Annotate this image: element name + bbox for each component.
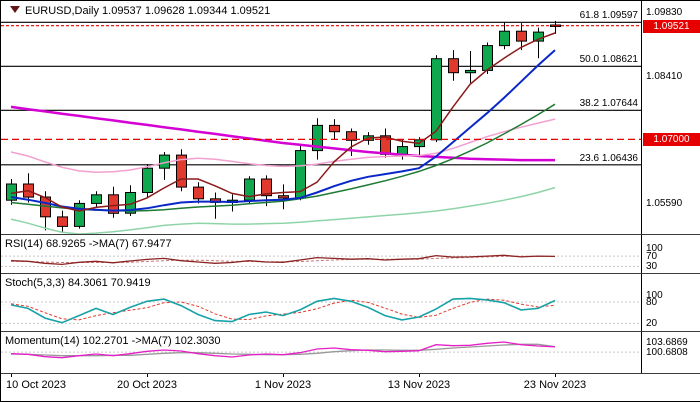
panel-separator[interactable] [1,273,700,274]
time-axis-label: 20 Oct 2023 [117,379,177,391]
indicator-axis-label: 30 [646,261,658,273]
stochastic-panel-plot[interactable] [1,274,641,331]
one-click-trading-toggle-icon[interactable] [10,6,20,13]
candle-bearish [193,186,204,200]
candle-bearish [108,194,119,214]
momentum-line [10,341,556,359]
indicator-axis-label: 103.6869 [646,337,688,349]
main-price-chart[interactable] [1,1,641,234]
price-axis-column[interactable] [641,1,700,374]
candle-bullish [91,194,102,204]
price-axis-label: 1.05590 [646,197,683,209]
fib-level-label: 61.8 1.09597 [579,10,638,22]
momentum-indicator-label: Momentum(14) 102.2701 ->MA(7) 102.3030 [5,335,221,347]
ma-maroon [10,32,556,212]
candle-bullish [397,146,408,155]
time-axis-label: 1 Nov 2023 [254,379,312,391]
time-axis-label: 13 Nov 2023 [387,379,451,391]
panel-separator[interactable] [1,331,700,332]
candle-bullish [465,69,476,74]
stoch-main-line [10,297,556,324]
time-axis-label: 10 Oct 2023 [6,379,66,391]
indicator-axis-label: 70 [646,251,658,263]
stochastic-indicator-label: Stoch(5,3,3) 84.3061 70.9419 [5,277,151,289]
rsi-indicator-label: RSI(14) 68.9265 ->MA(7) 67.9477 [5,238,172,250]
indicator-axis-label: 100 [646,243,663,255]
band-light-green [10,186,556,234]
candle-bullish [142,167,153,193]
momentum-panel-plot[interactable] [1,332,641,373]
panel-separator[interactable] [1,234,700,235]
time-axis-tick [555,374,556,377]
candle-bearish [346,131,357,141]
stoch-signal-line [10,298,556,321]
candle-bearish [516,30,527,42]
symbol-period-label: EURUSD,Daily [25,5,99,17]
candle-bearish [448,58,459,74]
candle-bullish [312,124,323,152]
candle-bearish [57,216,68,227]
rsi-panel-plot[interactable] [1,235,641,273]
rsi-line [10,254,556,266]
hline-price-badge: 1.07000 [643,133,700,147]
fib-level-label: 50.0 1.08621 [579,54,638,66]
candle-bearish [278,195,289,199]
indicator-axis-label: 100 [646,289,663,301]
time-axis-tick [147,374,148,377]
fib-level-label: 38.2 1.07644 [579,98,638,110]
time-axis-tick [419,374,420,377]
indicator-axis-label: 100.6808 [646,347,688,359]
candle-bearish [329,124,340,133]
indicator-axis-label: 80 [646,297,658,308]
fib-level-label: 23.6 1.06436 [579,152,638,164]
price-axis-label: 1.08410 [646,70,683,82]
chart-title: EURUSD,Daily 1.09537 1.09628 1.09344 1.0… [25,5,270,17]
candle-bearish [261,178,272,197]
panel-separator[interactable] [1,373,700,374]
ohlc-readout: 1.09537 1.09628 1.09344 1.09521 [102,5,271,17]
ma-magenta-slow [10,105,555,162]
bid-price-badge: 1.09521 [643,19,700,33]
candle-bearish [550,24,561,27]
ma-blue [10,49,556,212]
time-axis-label: 23 Nov 2023 [523,379,587,391]
candle-bullish [431,58,442,141]
candle-bullish [74,202,85,227]
band-pink [10,118,556,174]
indicator-axis-label: 20 [646,318,658,330]
time-axis-tick [11,374,12,377]
candle-bearish [176,154,187,188]
time-axis-tick [283,374,284,377]
candle-bullish [499,30,510,47]
price-axis-label: 1.09830 [646,6,683,18]
